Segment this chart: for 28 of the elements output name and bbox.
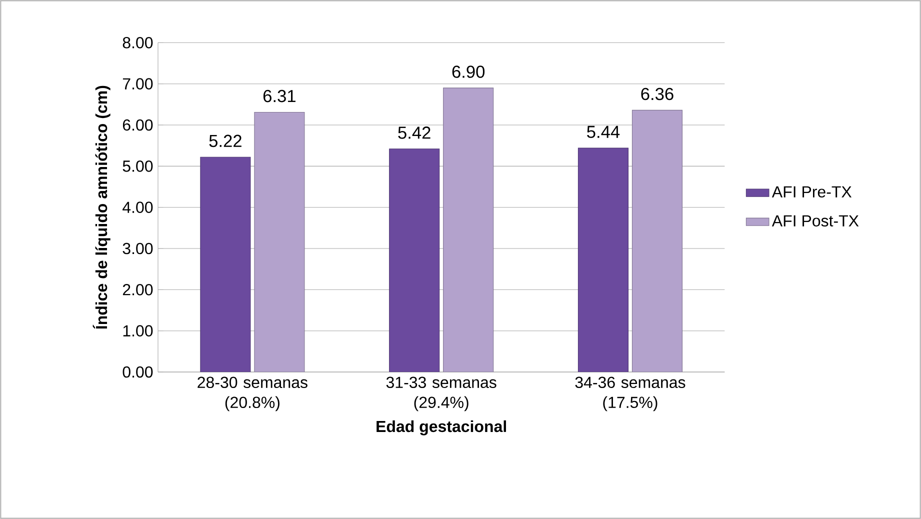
- x-axis-title: Edad gestacional: [376, 420, 506, 436]
- y-tick-label: 8.00: [122, 37, 153, 48]
- legend-label: AFI Post-TX: [772, 215, 859, 226]
- y-tick-label: 7.00: [122, 78, 153, 90]
- data-label: 6.31: [263, 90, 296, 102]
- bar: [254, 112, 305, 372]
- x-tick-label: 31-33 semanas (29.4%): [386, 376, 496, 412]
- y-tick-label: 0.00: [122, 366, 153, 378]
- y-tick-label: 1.00: [123, 325, 153, 336]
- bar: [443, 88, 494, 372]
- y-tick-label: 4.00: [122, 202, 153, 213]
- y-tick-label: 5.00: [122, 160, 153, 172]
- y-tick-label: 6.00: [122, 119, 153, 131]
- legend-label: AFI Pre-TX: [772, 186, 852, 198]
- y-axis-title: Índice de líquido amniótico (cm): [92, 86, 110, 329]
- x-tick-label: 34-36 semanas (17.5%): [575, 376, 686, 412]
- data-label: 5.22: [209, 134, 242, 148]
- x-tick-label: 28-30 semanas (20.8%): [198, 376, 308, 412]
- bar: [632, 110, 682, 372]
- data-label: 5.42: [398, 126, 430, 139]
- y-tick-label: 2.00: [122, 284, 153, 296]
- bar: [389, 148, 440, 372]
- bar: [578, 148, 628, 372]
- data-label: 5.44: [587, 126, 620, 138]
- y-tick-label: 3.00: [122, 242, 153, 254]
- data-label: 6.36: [641, 88, 674, 100]
- bar: [200, 156, 251, 372]
- data-label: 6.90: [452, 66, 485, 78]
